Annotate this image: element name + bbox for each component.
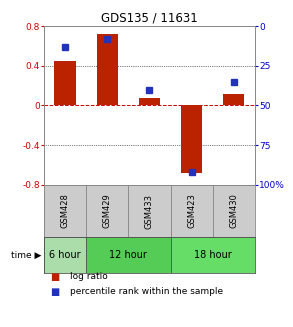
Bar — [86, 185, 128, 237]
Bar — [54, 61, 76, 105]
Text: time ▶: time ▶ — [11, 250, 41, 260]
Bar — [86, 237, 171, 273]
Text: GSM430: GSM430 — [229, 194, 238, 229]
Bar — [44, 185, 86, 237]
Bar — [139, 98, 160, 105]
Title: GDS135 / 11631: GDS135 / 11631 — [101, 12, 198, 25]
Bar — [213, 185, 255, 237]
Text: 12 hour: 12 hour — [109, 250, 147, 260]
Text: 6 hour: 6 hour — [49, 250, 81, 260]
Bar — [171, 237, 255, 273]
Bar — [97, 34, 118, 105]
Text: log ratio: log ratio — [70, 272, 108, 282]
Text: GSM428: GSM428 — [61, 194, 69, 229]
Bar — [128, 185, 171, 237]
Bar — [181, 105, 202, 173]
Text: ■: ■ — [50, 272, 59, 282]
Bar — [171, 185, 213, 237]
Bar — [223, 94, 244, 105]
Text: 18 hour: 18 hour — [194, 250, 231, 260]
Text: percentile rank within the sample: percentile rank within the sample — [70, 287, 224, 296]
Bar — [44, 237, 86, 273]
Text: GSM429: GSM429 — [103, 194, 112, 229]
Text: GSM423: GSM423 — [187, 194, 196, 229]
Text: ■: ■ — [50, 286, 59, 297]
Text: GSM433: GSM433 — [145, 194, 154, 229]
